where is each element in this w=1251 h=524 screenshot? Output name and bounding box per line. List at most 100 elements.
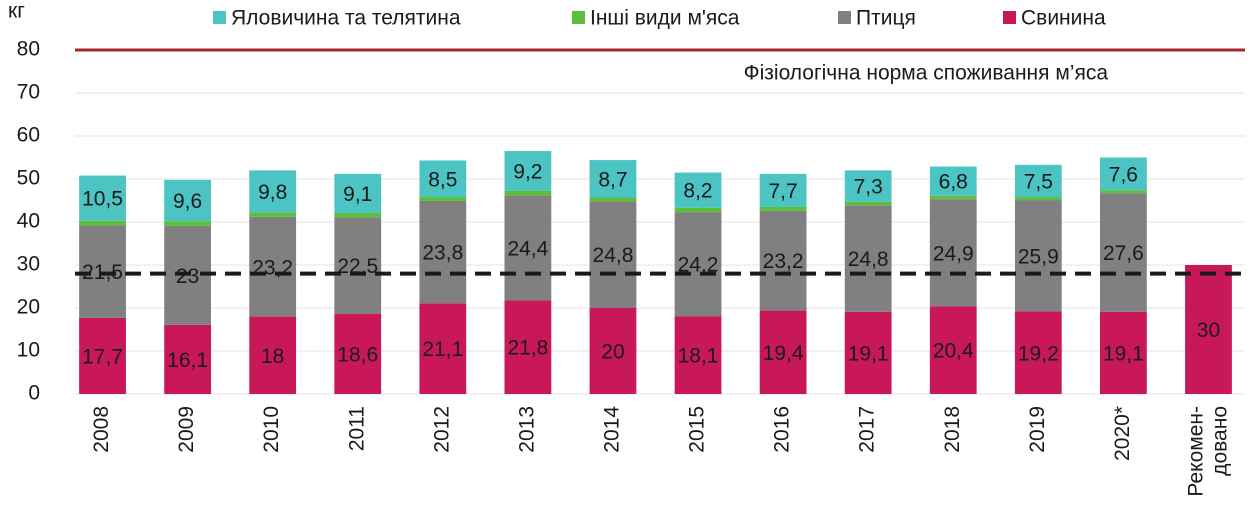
x-tick-label: 2009: [175, 406, 198, 453]
data-label: 23,2: [252, 256, 293, 279]
bar-segment: [334, 217, 382, 315]
bar-segment: [164, 179, 212, 222]
data-label: 7,5: [1024, 170, 1053, 193]
data-label: 17,7: [82, 345, 123, 368]
bar-segment: [674, 212, 722, 317]
bar-segment: [844, 205, 892, 312]
data-label: 19,2: [1018, 342, 1059, 365]
bar-segment: [759, 310, 807, 394]
data-label: 21,1: [422, 338, 463, 361]
data-label: 7,3: [854, 176, 883, 199]
bar-segment: [249, 316, 297, 394]
y-tick-label: 80: [17, 38, 40, 61]
bar-segment: [419, 197, 467, 201]
x-tick-label: Рекомен-довано: [1184, 406, 1231, 497]
data-label: 24,8: [593, 244, 634, 267]
x-tick-label: 2010: [260, 406, 283, 453]
y-tick-label: 50: [17, 167, 40, 190]
data-label: 10,5: [82, 188, 123, 211]
data-label: 8,7: [598, 168, 627, 191]
y-tick-label: 10: [17, 339, 40, 362]
data-label: 24,2: [678, 254, 719, 277]
bar-segment: [1099, 157, 1147, 191]
data-label: 20: [601, 341, 624, 364]
legend-swatch: [1003, 11, 1016, 24]
data-label: 9,1: [343, 183, 372, 206]
bar-segment: [419, 303, 467, 394]
bar-segment: [759, 173, 807, 207]
x-tick-label: 2019: [1026, 406, 1049, 453]
bar-segment: [249, 170, 297, 213]
x-tick-label: 2016: [771, 406, 794, 453]
bar-segment: [1099, 193, 1147, 312]
bar-segment: [164, 221, 212, 226]
bar-segment: [929, 306, 977, 394]
bar-segment: [589, 160, 637, 198]
bar-segment: [334, 173, 382, 213]
data-label: 27,6: [1103, 242, 1144, 265]
bar-segment: [589, 201, 637, 308]
bar-segment: [419, 160, 467, 198]
legend-label: Птиця: [856, 7, 916, 30]
data-label: 8,5: [428, 168, 457, 191]
bar-segment: [1014, 200, 1062, 312]
bar-segment: [1014, 311, 1062, 394]
data-label: 7,6: [1109, 163, 1138, 186]
data-label: 24,4: [507, 237, 548, 260]
bar-segment: [844, 201, 892, 206]
bar-segment: [419, 200, 467, 304]
bar-segment: [79, 317, 126, 394]
data-label: 18: [261, 345, 284, 368]
y-tick-label: 20: [17, 296, 40, 319]
bar-segment: [929, 199, 977, 307]
bar-segment: [79, 220, 126, 226]
data-label: 23,8: [422, 242, 463, 265]
legend-swatch: [213, 11, 226, 24]
bar-segment: [589, 197, 637, 202]
data-label: 24,8: [848, 248, 889, 271]
bar-segment: [504, 195, 552, 301]
data-label: 9,6: [173, 190, 202, 213]
data-label: 20,4: [933, 340, 974, 363]
data-label: 9,2: [513, 160, 542, 183]
bar-segment: [334, 212, 382, 218]
bar-segment: [504, 151, 552, 191]
data-label: 9,8: [258, 181, 287, 204]
bar-segment: [929, 166, 977, 196]
data-label: 25,9: [1018, 245, 1059, 268]
data-label: 19,1: [848, 342, 889, 365]
data-label: 16,1: [167, 349, 208, 372]
bar-segment: [504, 190, 552, 196]
data-label: 23: [176, 265, 199, 288]
x-tick-label: 2011: [345, 406, 368, 451]
bar-segment: [844, 170, 892, 202]
bar-segment: [249, 212, 297, 217]
y-tick-label: 0: [28, 382, 40, 405]
bar-segment: [759, 210, 807, 311]
legend-swatch: [838, 11, 851, 24]
x-tick-label: 2017: [856, 406, 879, 453]
y-tick-label: 70: [17, 81, 40, 104]
data-label: 6,8: [939, 171, 968, 194]
bar-segment: [674, 207, 722, 213]
bar-segment: [249, 216, 297, 317]
data-label: 30: [1197, 319, 1220, 342]
bar-segment: [1014, 197, 1062, 201]
bar-segment: [334, 314, 382, 394]
data-label: 21,8: [507, 337, 548, 360]
legend-label: Яловичина та телятина: [231, 7, 461, 30]
bar-segment: [1099, 311, 1147, 394]
bar-segment: [674, 316, 722, 394]
bar-segment: [674, 172, 722, 208]
x-tick-label: 2020*: [1111, 406, 1134, 461]
bar-segment: [504, 300, 552, 394]
data-label: 23,2: [763, 250, 804, 273]
x-tick-label: 2014: [601, 406, 624, 453]
x-tick-label: 2012: [430, 406, 453, 453]
bar-segment: [1014, 164, 1062, 198]
bar-segment: [759, 206, 807, 211]
x-tick-label: 2015: [686, 406, 709, 453]
y-tick-label: 40: [17, 210, 40, 233]
data-label: 7,7: [769, 180, 798, 203]
